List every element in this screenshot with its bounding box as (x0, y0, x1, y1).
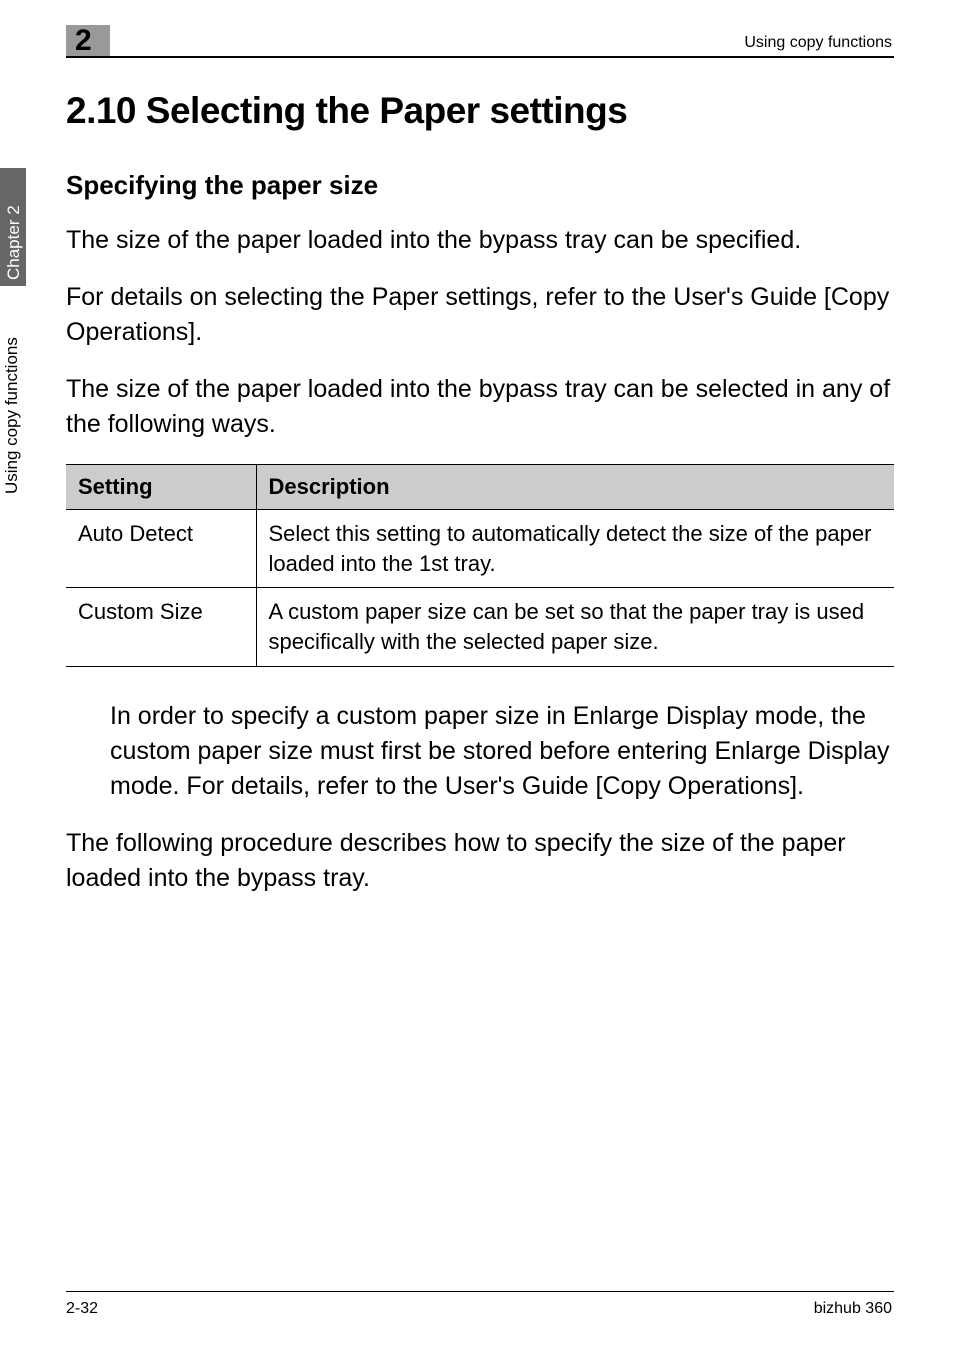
table-cell-setting: Auto Detect (66, 510, 256, 588)
side-chapter-label: Chapter 2 (4, 205, 24, 280)
running-title: Using copy functions (744, 34, 892, 52)
section-heading: 2.10 Selecting the Paper settings (66, 90, 894, 132)
table-cell-description: A custom paper size can be set so that t… (256, 588, 894, 666)
table-cell-description: Select this setting to automatically det… (256, 510, 894, 588)
table-header-setting: Setting (66, 465, 256, 510)
footer-page-number: 2-32 (66, 1300, 98, 1318)
table-header-description: Description (256, 465, 894, 510)
body-paragraph: The following procedure describes how to… (66, 826, 894, 896)
body-paragraph: The size of the paper loaded into the by… (66, 223, 894, 258)
chapter-number: 2 (75, 24, 92, 58)
body-paragraph: In order to specify a custom paper size … (110, 699, 894, 804)
table-header-row: Setting Description (66, 465, 894, 510)
footer-model: bizhub 360 (814, 1300, 892, 1318)
side-title-label: Using copy functions (2, 337, 22, 494)
section-subheading: Specifying the paper size (66, 170, 894, 201)
table-cell-setting: Custom Size (66, 588, 256, 666)
header-rule (66, 56, 894, 58)
table-row: Custom Size A custom paper size can be s… (66, 588, 894, 666)
body-paragraph: For details on selecting the Paper setti… (66, 280, 894, 350)
settings-table: Setting Description Auto Detect Select t… (66, 464, 894, 667)
body-paragraph: The size of the paper loaded into the by… (66, 372, 894, 442)
table-row: Auto Detect Select this setting to autom… (66, 510, 894, 588)
page-content: 2.10 Selecting the Paper settings Specif… (66, 90, 894, 918)
footer-rule (66, 1291, 894, 1292)
